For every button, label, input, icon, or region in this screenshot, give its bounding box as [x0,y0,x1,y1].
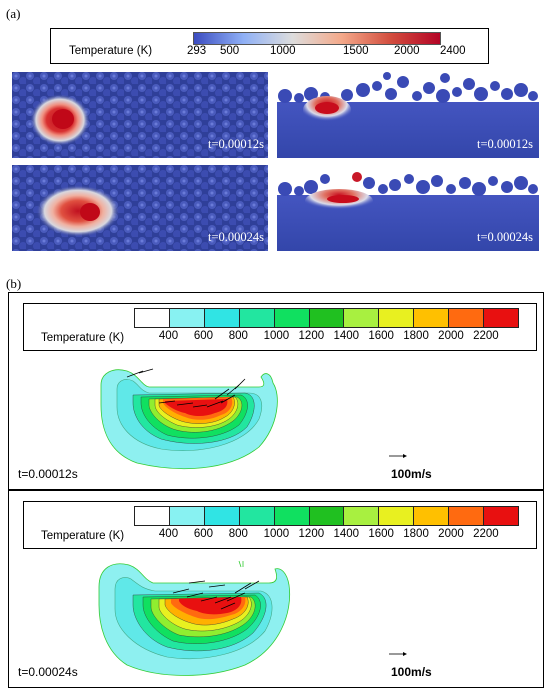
powder-bed-top-view-image [12,165,268,251]
powder-bed-top-view-image [12,72,268,158]
tick-label: 1600 [368,330,394,342]
legend-title: Temperature (K) [41,530,125,542]
tick-label: 1600 [368,528,394,540]
tick-label: 2000 [394,45,420,57]
colorbar-segment [343,308,380,328]
tick-label: 1200 [298,528,325,540]
panel-b-label: (b) [6,276,22,291]
tick-label: 2000 [438,528,464,540]
panel-b-colorbar-legend: Temperature (K) 400 600 800 1000 1200 1400 160… [23,303,537,351]
legend-title: Temperature (K) [69,45,153,57]
panel-a-label: (a) [6,6,21,21]
time-stamp: t=0.00024s [476,230,533,244]
tick-label: 2000 [438,330,464,342]
powder-bed-top-view-1: t=0.00012s [12,72,268,158]
colorbar-segment [378,308,415,328]
colorbar-tick-labels: 400 600 800 1000 1200 1400 1600 1800 2000 2200 [134,528,534,546]
colorbar-segments [134,506,519,526]
panel-b-colorbar-legend: Temperature (K) 400 600 800 1000 1200 1400 160… [23,501,537,549]
colorbar-segment [448,308,485,328]
time-stamp: t=0.00012s [476,137,533,151]
colorbar-segment [238,506,275,526]
colorbar-segment [308,506,345,526]
tick-label: 600 [193,330,213,342]
tick-label: 1200 [298,330,325,342]
velocity-scale-label: 100m/s [391,467,432,481]
tick-label: 2200 [473,528,499,540]
tick-label: 2200 [473,330,499,342]
tick-label: 1800 [403,528,429,540]
tick-label: 293 [187,45,207,57]
melt-pool-cross-section-image [98,560,407,676]
colorbar-segment [308,308,345,328]
velocity-scale-label: 100m/s [391,665,432,679]
tick-label: 1500 [343,45,369,57]
tick-label: 600 [193,528,213,540]
melt-pool-frame-1: Temperature (K) 400 600 800 1000 1200 1400 160… [8,292,544,490]
melt-pool-frame-2: Temperature (K) 400 600 800 1000 1200 1400 160… [8,490,544,688]
colorbar-segment [483,506,519,526]
tick-label: 1000 [263,528,290,540]
colorbar-tick-labels: 293 500 1000 1500 2000 2400 [187,45,466,61]
tick-label: 800 [228,330,248,342]
powder-bed-top-view-2: t=0.00024s [12,165,268,251]
tick-label: 400 [158,330,179,342]
powder-bed-side-view-1: t=0.00012s [277,72,539,158]
colorbar-segment [273,506,310,526]
colorbar-segments [134,308,519,328]
tick-label: 2400 [440,45,466,57]
colorbar-segment [448,506,485,526]
legend-title: Temperature (K) [41,332,125,344]
colorbar-gradient [193,32,441,45]
colorbar-segment [343,506,380,526]
powder-bed-side-view-image [277,165,539,251]
colorbar-segment [483,308,519,328]
tick-label: 1400 [333,330,360,342]
colorbar-tick-labels: 400 600 800 1000 1200 1400 1600 1800 2000 2200 [134,330,534,348]
colorbar-segment [413,506,450,526]
colorbar-segment [238,308,275,328]
time-stamp: t=0.00024s [18,665,78,679]
colorbar-segment [168,506,205,526]
tick-label: 1800 [403,330,429,342]
colorbar-segment [134,506,170,526]
panel-a-colorbar-legend: Temperature (K) 293 500 1000 1500 2000 2… [50,28,489,64]
tick-label: 400 [158,528,179,540]
time-stamp: t=0.00012s [207,137,264,151]
powder-bed-side-view-2: t=0.00024s [277,165,539,251]
colorbar-segment [203,506,240,526]
colorbar-segment [203,308,240,328]
time-stamp: t=0.00024s [207,230,264,244]
colorbar-segment [273,308,310,328]
colorbar-segment [413,308,450,328]
colorbar-segment [378,506,415,526]
powder-bed-side-view-image [277,72,539,158]
tick-label: 1000 [270,45,296,57]
tick-label: 800 [228,528,248,540]
melt-pool-cross-section-image [100,368,407,470]
colorbar-segment [168,308,205,328]
colorbar-segment [134,308,170,328]
tick-label: 1000 [263,330,290,342]
time-stamp: t=0.00012s [18,467,78,481]
tick-label: 1400 [333,528,360,540]
tick-label: 500 [220,45,240,57]
